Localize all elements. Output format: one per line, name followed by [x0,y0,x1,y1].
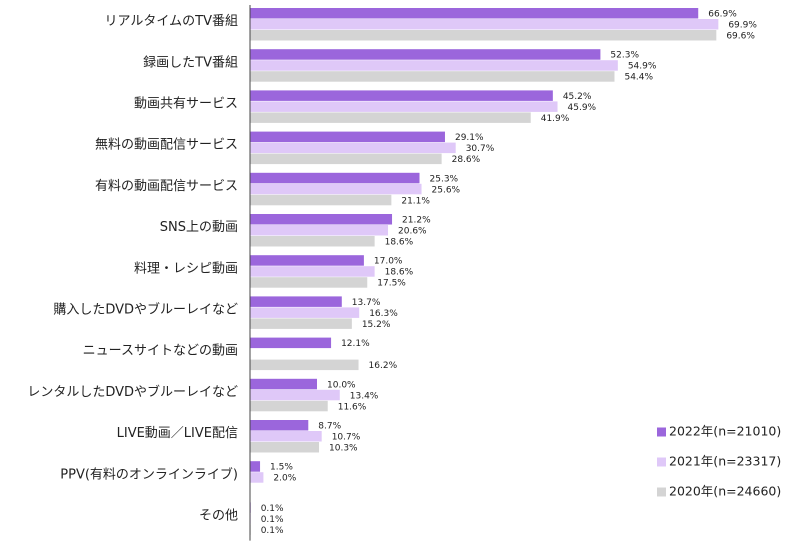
data-label: 0.1% [261,515,284,525]
bar-series-0 [250,214,393,225]
category-label: LIVE動画／LIVE配信 [117,426,238,441]
bar-series-1 [250,101,558,112]
data-label: 41.9% [541,114,570,124]
legend-swatch [657,487,666,497]
data-label: 0.1% [261,526,284,536]
data-label: 25.3% [430,174,459,184]
bar-series-1 [250,142,456,154]
category-label: リアルタイムのTV番組 [105,14,238,29]
data-label: 8.7% [318,422,341,432]
bar-series-2 [250,236,375,247]
data-label: 15.2% [362,320,391,330]
bars-layer [250,8,719,535]
category-label: 料理・レシピ動画 [134,261,238,276]
bar-series-1 [250,266,375,277]
bar-series-0 [250,131,445,143]
bar-series-0 [250,255,364,266]
bar-series-2 [250,400,328,412]
legend-label: 2020年(n=24660) [669,484,781,499]
data-label: 28.6% [452,155,481,165]
data-label: 17.5% [377,279,406,289]
bar-series-2 [250,277,368,288]
category-label: SNS上の動画 [160,220,238,235]
bar-series-1 [250,472,264,483]
data-label: 18.6% [385,268,414,278]
data-label: 54.9% [628,62,657,72]
data-label: 11.6% [338,402,367,412]
bar-series-0 [250,49,601,60]
data-label: 16.2% [369,361,398,371]
data-label: 69.6% [726,32,755,42]
data-label: 29.1% [455,133,484,143]
data-label: 10.3% [329,444,358,454]
data-label: 10.0% [327,380,356,390]
bar-series-0 [250,461,261,472]
data-label: 21.1% [401,196,430,206]
category-label: ニュースサイトなどの動画 [83,344,238,359]
bar-series-1 [250,183,422,195]
legend: 2022年(n=21010) 2021年(n=23317) 2020年(n=2466… [657,424,781,499]
bar-series-0 [250,378,317,390]
data-label: 20.6% [398,227,427,237]
bar-series-1 [250,225,389,236]
data-label: 17.0% [374,257,403,267]
category-label: 動画共有サービス [134,97,238,112]
bar-series-0 [250,8,699,19]
data-label: 13.7% [352,298,381,308]
legend-label: 2022年(n=21010) [669,424,781,439]
data-label: 45.2% [563,92,592,102]
category-label: 録画したTV番組 [143,55,238,70]
data-label: 2.0% [273,474,296,484]
data-label: 52.3% [610,51,639,61]
data-label: 30.7% [466,144,495,154]
data-label: 12.1% [341,339,370,349]
data-label: 10.7% [332,433,361,443]
data-label: 69.9% [728,21,757,31]
data-label: 16.3% [369,309,398,319]
bar-series-1 [250,60,618,71]
bar-series-0 [250,296,342,307]
data-label: 21.2% [402,216,431,226]
data-label: 18.6% [385,238,414,248]
category-label: 有料の動画配信サービス [95,179,238,194]
legend-swatch [657,427,666,437]
category-label: PPV(有料のオンラインライブ) [60,466,238,482]
bar-series-2 [250,30,717,41]
data-label: 13.4% [350,391,379,401]
labels-layer: リアルタイムのTV番組 66.9%69.9%69.6%録画したTV番組 52.3%5… [27,10,757,536]
legend-label: 2021年(n=23317) [669,454,781,469]
data-label: 45.9% [568,103,597,113]
data-label: 54.4% [624,73,653,83]
bar-series-2 [250,194,392,206]
category-label: 無料の動画配信サービス [95,138,238,153]
bar-series-1 [250,19,719,30]
bar-series-2 [250,359,359,371]
data-label: 25.6% [432,185,461,195]
bar-series-2 [250,153,442,165]
category-label: レンタルしたDVDやブルーレイなど [27,384,238,400]
bar-series-0 [250,90,553,101]
data-label: 66.9% [708,10,737,20]
bar-series-1 [250,431,322,442]
data-label: 0.1% [261,504,284,514]
bar-series-1 [250,389,340,401]
bar-series-2 [250,112,531,123]
bar-series-0 [250,420,309,431]
category-label: その他 [199,509,238,524]
bar-series-1 [250,307,360,318]
legend-swatch [657,457,666,467]
category-label: 購入したDVDやブルーレイなど [53,302,238,318]
bar-series-2 [250,71,615,82]
bar-series-0 [250,337,332,349]
data-label: 1.5% [270,463,293,473]
bar-series-0 [250,172,420,184]
bar-series-2 [250,318,352,329]
bar-series-2 [250,442,320,453]
